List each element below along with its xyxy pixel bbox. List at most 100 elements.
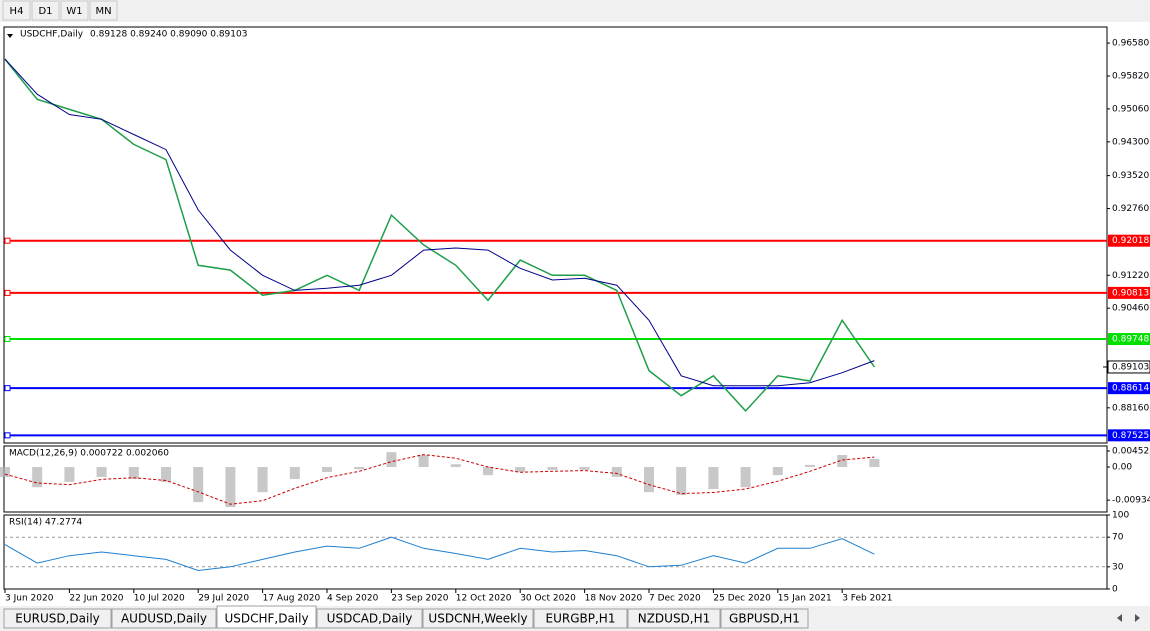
- chart-menu-arrow[interactable]: [7, 34, 13, 38]
- macd-bar: [772, 467, 783, 476]
- level-anchor: [4, 336, 11, 343]
- macd-bar: [483, 467, 493, 476]
- macd-bar: [418, 454, 429, 468]
- x-tick-label: 23 Sep 2020: [391, 594, 448, 604]
- indicator-title: USDCHF,Daily: [20, 30, 84, 40]
- y-tick-label: 0.93520: [1112, 171, 1149, 181]
- button-frame[interactable]: [31, 0, 60, 21]
- symbol-tab[interactable]: USDCHF,Daily: [216, 605, 317, 629]
- macd-bar: [547, 467, 558, 470]
- macd-bar: [676, 467, 687, 496]
- y-tick-label: 0: [1112, 585, 1118, 595]
- tab-label[interactable]: EURUSD,Daily: [15, 612, 100, 626]
- macd-bar: [515, 467, 526, 472]
- tab-frame[interactable]: [533, 608, 628, 629]
- level-tag: [1108, 234, 1150, 247]
- level-anchor: [4, 289, 11, 296]
- y-tick-label: 0.88160: [1112, 403, 1149, 413]
- symbol-tab[interactable]: USDCNH,Weekly: [422, 608, 534, 629]
- timeframe-button[interactable]: MN: [89, 0, 118, 21]
- timeframe-button[interactable]: W1: [60, 0, 89, 21]
- series-line: [4, 536, 875, 572]
- x-tick-label: 25 Dec 2020: [713, 594, 771, 604]
- tab-label[interactable]: EURGBP,H1: [546, 612, 616, 626]
- tab-label[interactable]: GBPUSD,H1: [729, 612, 800, 626]
- tab-label[interactable]: USDCAD,Daily: [327, 612, 413, 626]
- tab-label[interactable]: USDCHF,Daily: [224, 612, 308, 626]
- tab-label[interactable]: AUDUSD,Daily: [121, 612, 207, 626]
- timeframe-button[interactable]: H4: [2, 0, 31, 21]
- y-tick-label: -0.009348: [1112, 496, 1150, 506]
- x-tick-label: 29 Jul 2020: [198, 594, 249, 604]
- tab-frame[interactable]: [3, 608, 112, 629]
- tab-frame[interactable]: [316, 608, 423, 629]
- macd-bar: [579, 467, 590, 470]
- last-price-tag: [1107, 360, 1150, 374]
- symbol-tab[interactable]: USDCAD,Daily: [316, 608, 423, 629]
- button-frame[interactable]: [2, 0, 31, 21]
- series-line: [4, 454, 875, 505]
- indicator-title: MACD(12,26,9) 0.000722 0.002060: [9, 449, 169, 459]
- x-tick-label: 12 Oct 2020: [456, 594, 512, 604]
- symbol-tab[interactable]: NZDUSD,H1: [627, 608, 721, 629]
- macd-bar: [32, 467, 43, 488]
- macd-bar: [161, 467, 171, 482]
- tab-frame[interactable]: [111, 608, 217, 629]
- macd-bar: [837, 454, 848, 468]
- button-label[interactable]: H4: [10, 6, 24, 17]
- tab-frame[interactable]: [216, 605, 317, 629]
- rsi-panel: [3, 514, 1108, 590]
- y-tick-label: 0.94300: [1112, 137, 1149, 147]
- x-tick-label: 10 Jul 2020: [134, 594, 185, 604]
- button-frame[interactable]: [89, 0, 118, 21]
- series-line: [4, 58, 875, 387]
- level-label: 0.92018: [1112, 236, 1149, 246]
- x-tick-label: 4 Sep 2020: [327, 594, 379, 604]
- tab-scroll-arrows[interactable]: [1117, 614, 1140, 622]
- level-tag: [1108, 429, 1150, 442]
- symbol-tab[interactable]: GBPUSD,H1: [720, 608, 809, 629]
- symbol-tab[interactable]: EURUSD,Daily: [3, 608, 112, 629]
- macd-bar: [0, 467, 10, 477]
- macd-bar: [64, 467, 75, 482]
- y-tick-label: 70: [1112, 533, 1124, 543]
- macd-bar: [805, 464, 815, 468]
- y-tick-label: 0.95820: [1112, 71, 1149, 81]
- macd-bar: [225, 467, 236, 508]
- symbol-tab[interactable]: AUDUSD,Daily: [111, 608, 217, 629]
- x-tick-label: 22 Jun 2020: [69, 594, 123, 604]
- x-tick-label: 18 Nov 2020: [585, 594, 643, 604]
- level-tag: [1108, 333, 1150, 346]
- y-tick-label: 30: [1112, 562, 1124, 572]
- tab-frame[interactable]: [422, 608, 534, 629]
- y-tick-label: 0.95060: [1112, 104, 1149, 114]
- button-frame[interactable]: [60, 0, 89, 21]
- macd-bar: [708, 467, 719, 489]
- symbol-tab[interactable]: EURGBP,H1: [533, 608, 628, 629]
- button-label[interactable]: MN: [95, 6, 111, 17]
- y-tick-label: 0.91220: [1112, 271, 1149, 281]
- tab-label[interactable]: USDCNH,Weekly: [428, 612, 527, 626]
- level-label: 0.89748: [1112, 335, 1149, 345]
- tab-frame[interactable]: [627, 608, 721, 629]
- y-tick-label: 0.92760: [1112, 204, 1149, 214]
- macd-bar: [289, 467, 300, 480]
- indicator-title: RSI(14) 47.2774: [9, 518, 82, 528]
- tab-label[interactable]: NZDUSD,H1: [638, 612, 711, 626]
- macd-bar: [869, 458, 880, 468]
- level-tag: [1108, 382, 1150, 395]
- tab-frame[interactable]: [720, 608, 809, 629]
- macd-panel: [3, 445, 1108, 513]
- timeframe-button[interactable]: D1: [31, 0, 60, 21]
- button-label[interactable]: W1: [66, 6, 82, 17]
- macd-bar: [257, 467, 268, 493]
- level-anchor: [4, 237, 11, 244]
- x-tick-label: 15 Jan 2021: [778, 594, 832, 604]
- macd-bar: [96, 467, 107, 477]
- macd-bar: [128, 467, 139, 480]
- y-tick-label: 0.96580: [1112, 39, 1149, 49]
- button-label[interactable]: D1: [38, 6, 52, 17]
- macd-bar: [740, 467, 751, 488]
- series-line: [4, 58, 876, 413]
